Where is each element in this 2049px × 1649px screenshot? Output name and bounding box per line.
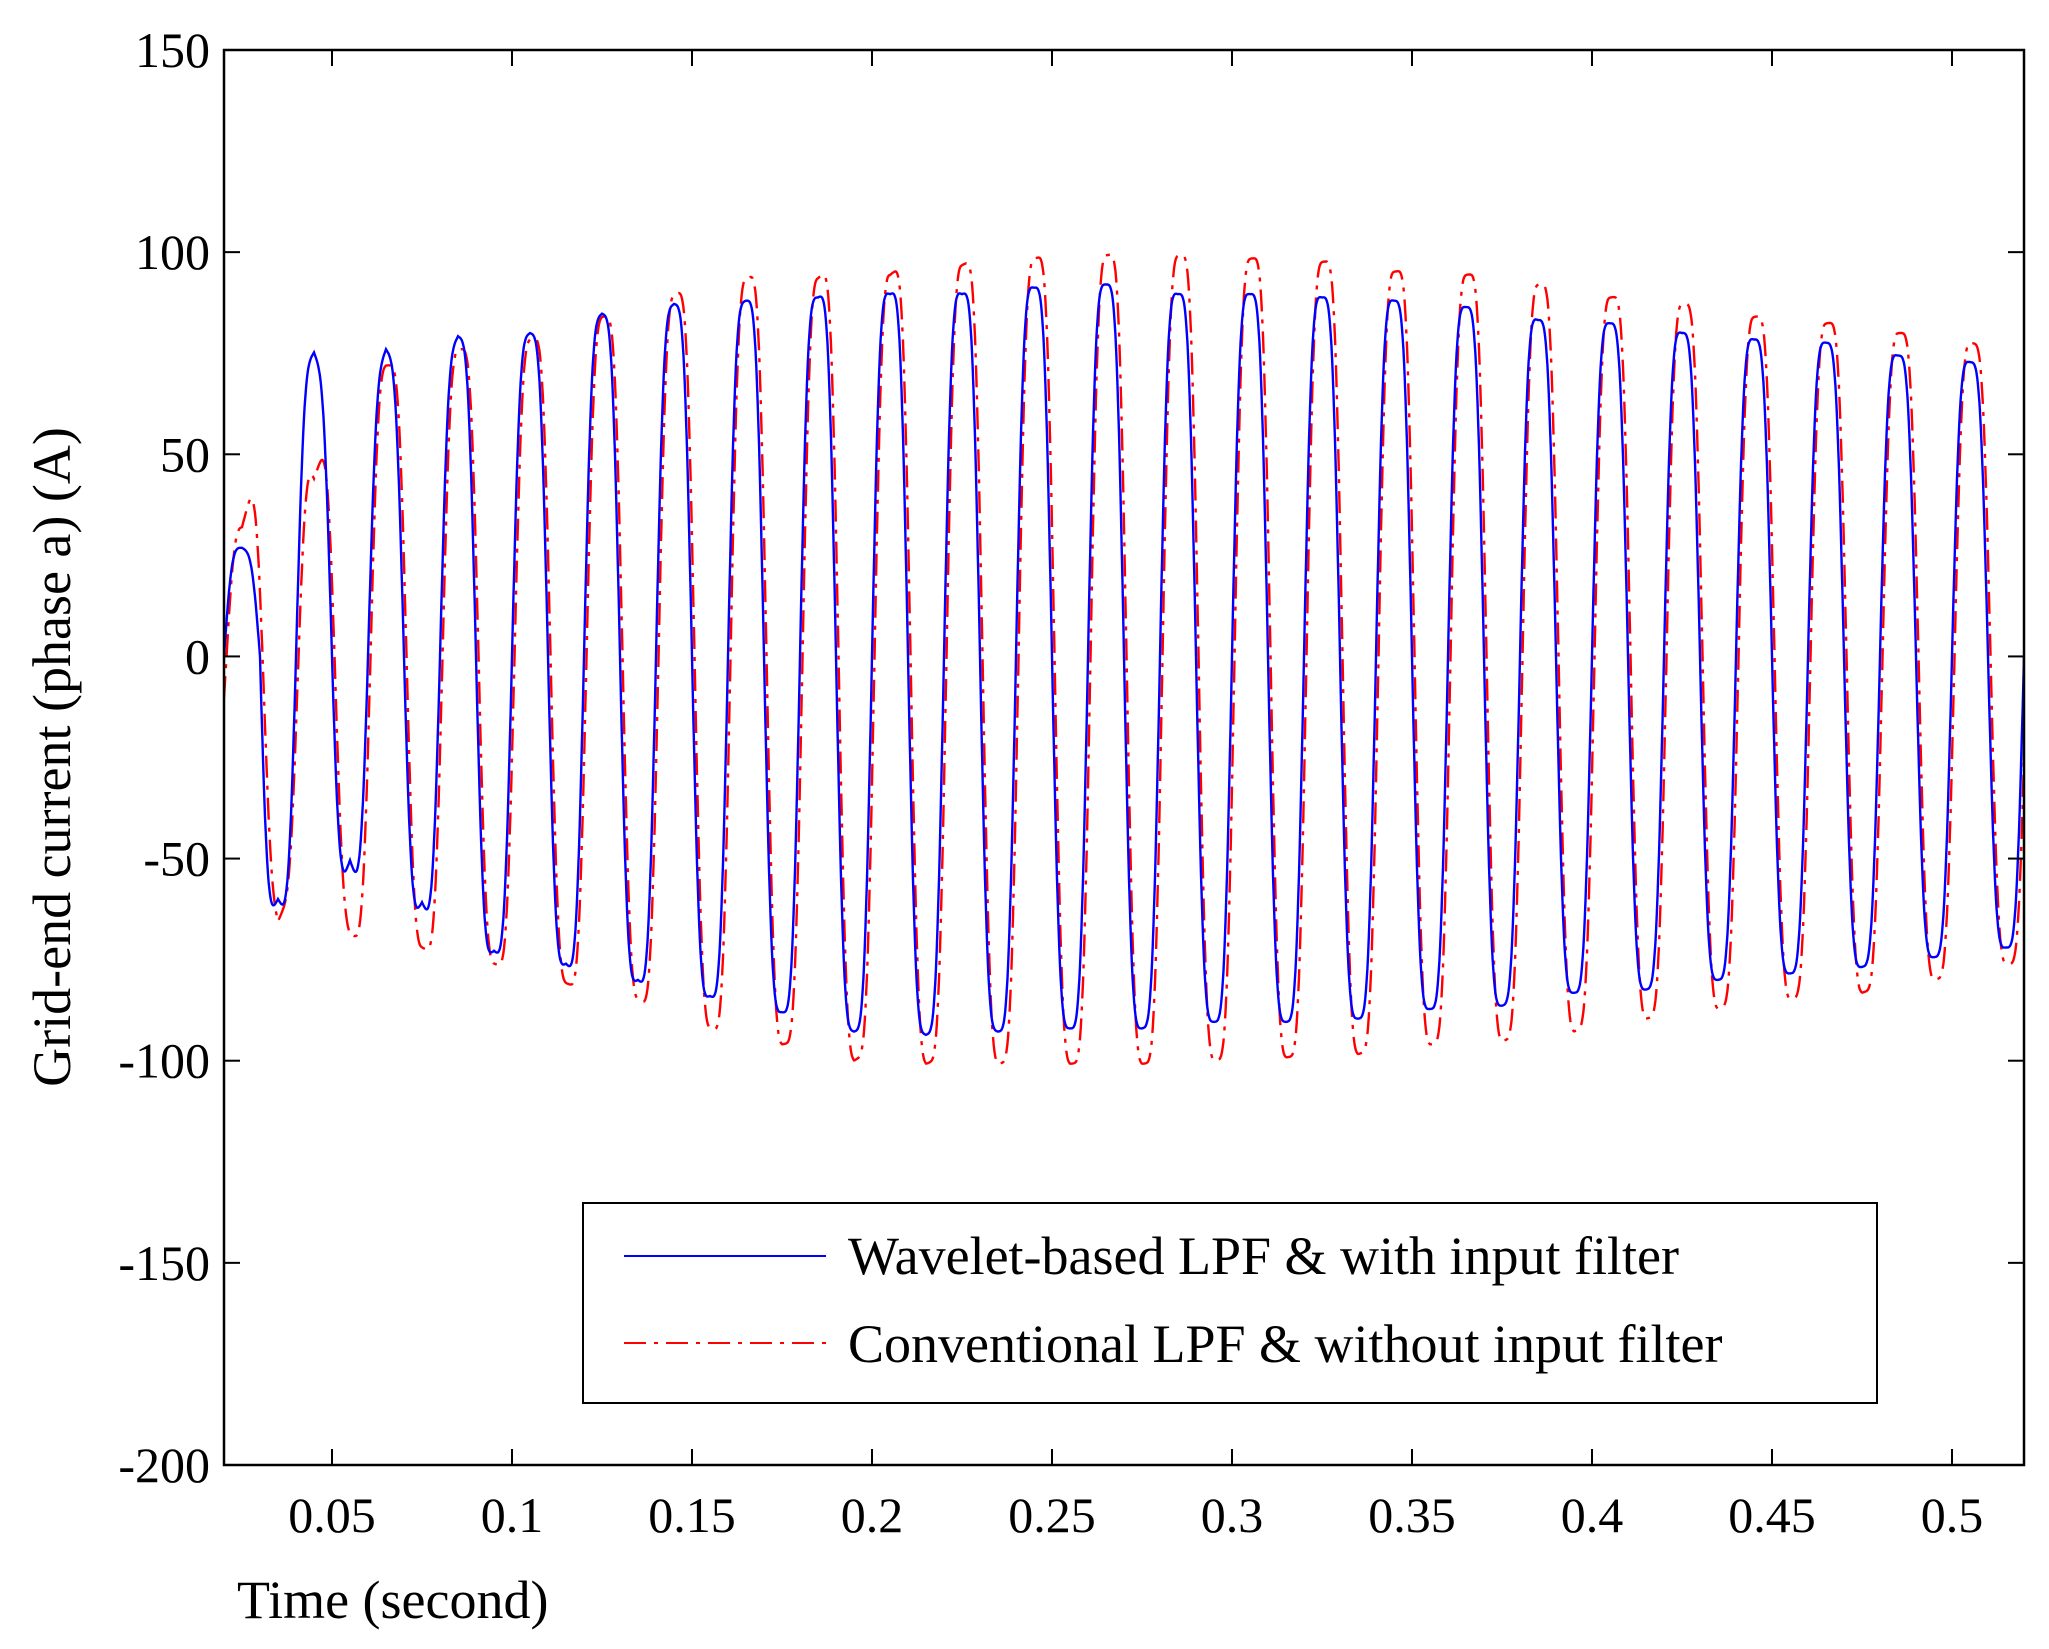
x-tick-label: 0.15 xyxy=(648,1487,736,1543)
y-axis-ticks: 150 100 50 0 -50 -100 -150 -200 xyxy=(118,22,2024,1493)
legend-box xyxy=(582,1202,1878,1404)
x-tick-label: 0.4 xyxy=(1561,1487,1624,1543)
x-tick-label: 0.5 xyxy=(1921,1487,1984,1543)
plot-frame xyxy=(222,48,2026,1467)
x-tick-label: 0.45 xyxy=(1728,1487,1816,1543)
y-tick-label: 0 xyxy=(185,628,210,684)
x-axis-ticks: 0.05 0.1 0.15 0.2 0.25 0.3 0.35 0.4 0.45 0.5 xyxy=(288,50,1983,1543)
y-axis-label: Grid-end current (phase a) (A) xyxy=(22,427,82,1087)
x-tick-label: 0.3 xyxy=(1201,1487,1264,1543)
series-layer xyxy=(224,253,2024,1065)
y-tick-label: -150 xyxy=(118,1235,210,1291)
legend-label-conventional: Conventional LPF & without input filter xyxy=(848,1314,1722,1374)
legend-label-wavelet: Wavelet-based LPF & with input filter xyxy=(848,1226,1679,1286)
y-tick-label: -200 xyxy=(118,1437,210,1493)
series-line-conventional xyxy=(224,253,2024,1065)
x-tick-label: 0.2 xyxy=(841,1487,904,1543)
y-tick-label: 100 xyxy=(135,224,210,280)
x-tick-label: 0.05 xyxy=(288,1487,376,1543)
y-tick-label: -50 xyxy=(143,831,210,887)
x-tick-label: 0.25 xyxy=(1008,1487,1096,1543)
y-tick-label: 150 xyxy=(135,22,210,78)
series-line-wavelet xyxy=(224,283,2024,1037)
legend: Wavelet-based LPF & with input filter Co… xyxy=(582,1202,1878,1404)
x-tick-label: 0.1 xyxy=(481,1487,544,1543)
y-tick-label: 50 xyxy=(160,426,210,482)
y-tick-label: -100 xyxy=(118,1033,210,1089)
x-tick-label: 0.35 xyxy=(1368,1487,1456,1543)
x-axis-label: Time (second) xyxy=(237,1570,548,1630)
